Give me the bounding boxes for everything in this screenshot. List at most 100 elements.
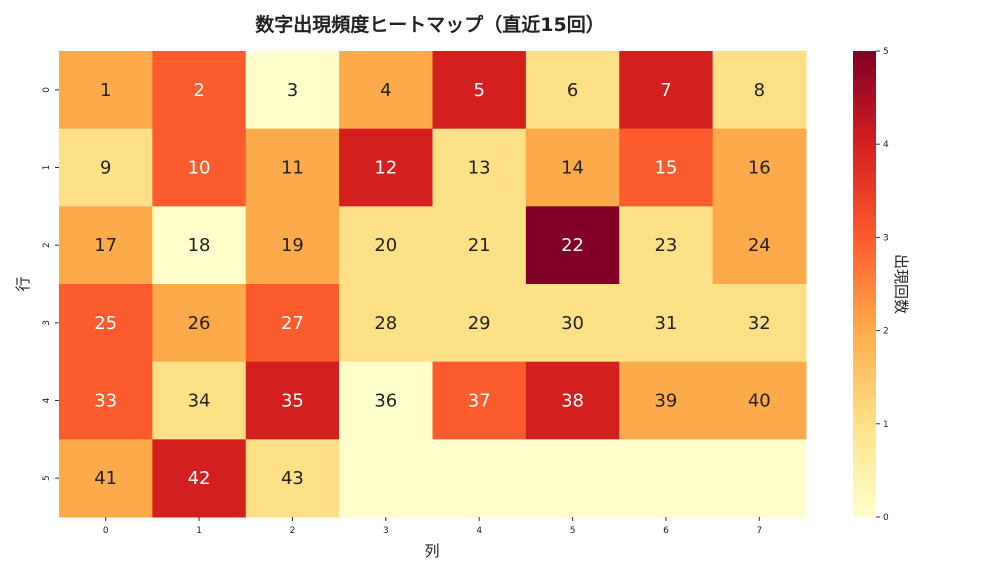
heatmap-cell	[152, 128, 247, 207]
heatmap-cell	[432, 284, 527, 363]
heatmap-cell	[525, 128, 620, 207]
heatmap-cell	[59, 284, 153, 363]
cell-annotation: 38	[561, 391, 584, 412]
heatmap-cell	[59, 206, 153, 285]
heatmap-cell	[712, 439, 807, 518]
cell-annotation: 20	[374, 235, 397, 256]
cell-annotation: 15	[654, 158, 677, 179]
heatmap-cell	[432, 206, 527, 285]
heatmap-cell	[339, 439, 433, 518]
cell-annotation: 17	[94, 235, 117, 256]
colorbar-tick-label: 4	[883, 140, 889, 150]
heatmap-cell	[245, 284, 340, 363]
heatmap-cell	[712, 51, 807, 130]
heatmap-cell	[245, 206, 340, 285]
colorbar-tick-label: 1	[883, 420, 889, 430]
heatmap-cell	[619, 206, 714, 285]
heatmap-cell	[432, 361, 527, 440]
cell-annotation: 14	[561, 158, 584, 179]
y-tick-label: 5	[42, 475, 52, 481]
cell-annotation: 9	[100, 158, 111, 179]
cell-annotation: 42	[188, 468, 211, 489]
cell-annotation: 5	[473, 80, 484, 101]
cell-annotation: 23	[654, 235, 677, 256]
cell-annotation: 12	[374, 158, 397, 179]
cell-annotation: 16	[748, 158, 771, 179]
colorbar-tick-label: 3	[883, 233, 889, 243]
cell-annotation: 11	[281, 158, 304, 179]
cell-annotation: 4	[380, 80, 391, 101]
cell-annotation: 32	[748, 313, 771, 334]
cell-annotation: 22	[561, 235, 584, 256]
colorbar-tick-label: 2	[883, 327, 889, 337]
heatmap-cell	[712, 128, 807, 207]
x-tick-label: 5	[570, 526, 576, 536]
cell-annotation: 41	[94, 468, 117, 489]
cell-annotation: 25	[94, 313, 117, 334]
colorbar-tick-label: 5	[883, 47, 889, 57]
cell-annotation: 24	[748, 235, 771, 256]
heatmap-cell	[152, 284, 247, 363]
cell-annotation: 36	[374, 391, 397, 412]
heatmap-cell	[619, 439, 714, 518]
cell-annotation: 8	[754, 80, 765, 101]
cell-annotation: 6	[567, 80, 578, 101]
heatmap-cell	[525, 361, 620, 440]
heatmap-cell	[245, 361, 340, 440]
heatmap-cell	[619, 128, 714, 207]
cell-annotation: 33	[94, 391, 117, 412]
heatmap-cell	[525, 439, 620, 518]
heatmap-cell	[339, 284, 433, 363]
heatmap-cell	[245, 439, 340, 518]
x-tick-label: 7	[756, 526, 762, 536]
heatmap-cell	[152, 361, 247, 440]
heatmap-cell	[525, 206, 620, 285]
heatmap-cell	[59, 439, 153, 518]
cell-annotation: 34	[188, 391, 211, 412]
cell-annotation: 3	[287, 80, 298, 101]
heatmap-cell	[59, 128, 153, 207]
heatmap-cell	[432, 51, 527, 130]
x-tick-label: 0	[103, 526, 109, 536]
x-axis-label: 列	[424, 542, 439, 560]
cell-annotation: 35	[281, 391, 304, 412]
heatmap-cell	[619, 361, 714, 440]
cell-annotation: 39	[654, 391, 677, 412]
heatmap-cell	[619, 51, 714, 130]
colorbar-label: 出現回数	[892, 254, 910, 314]
cell-annotation: 26	[188, 313, 211, 334]
heatmap-cell	[339, 51, 433, 130]
colorbar-tick-label: 0	[883, 513, 889, 523]
y-tick-label: 4	[42, 397, 52, 403]
cell-annotation: 28	[374, 313, 397, 334]
y-axis-label: 行	[14, 276, 32, 291]
cell-annotation: 21	[468, 235, 491, 256]
heatmap-cell	[59, 361, 153, 440]
y-tick-label: 2	[42, 242, 52, 248]
cell-annotation: 19	[281, 235, 304, 256]
heatmap-cell	[619, 284, 714, 363]
heatmap-cell	[525, 284, 620, 363]
heatmap-cell	[152, 439, 247, 518]
cell-annotation: 30	[561, 313, 584, 334]
x-tick-label: 6	[663, 526, 669, 536]
colorbar	[853, 51, 876, 517]
cell-annotation: 18	[188, 235, 211, 256]
x-tick-label: 3	[383, 526, 389, 536]
heatmap-cell	[245, 51, 340, 130]
cell-annotation: 29	[468, 313, 491, 334]
heatmap-cell	[339, 361, 433, 440]
heatmap-cell	[432, 128, 527, 207]
heatmap-cell	[59, 51, 153, 130]
y-tick-label: 1	[42, 165, 52, 171]
cell-annotation: 1	[100, 80, 111, 101]
cell-annotation: 37	[468, 391, 491, 412]
cell-annotation: 10	[188, 158, 211, 179]
cell-annotation: 31	[654, 313, 677, 334]
heatmap-cell	[339, 128, 433, 207]
heatmap-cell	[152, 51, 247, 130]
heatmap-cell	[245, 128, 340, 207]
cell-annotation: 43	[281, 468, 304, 489]
